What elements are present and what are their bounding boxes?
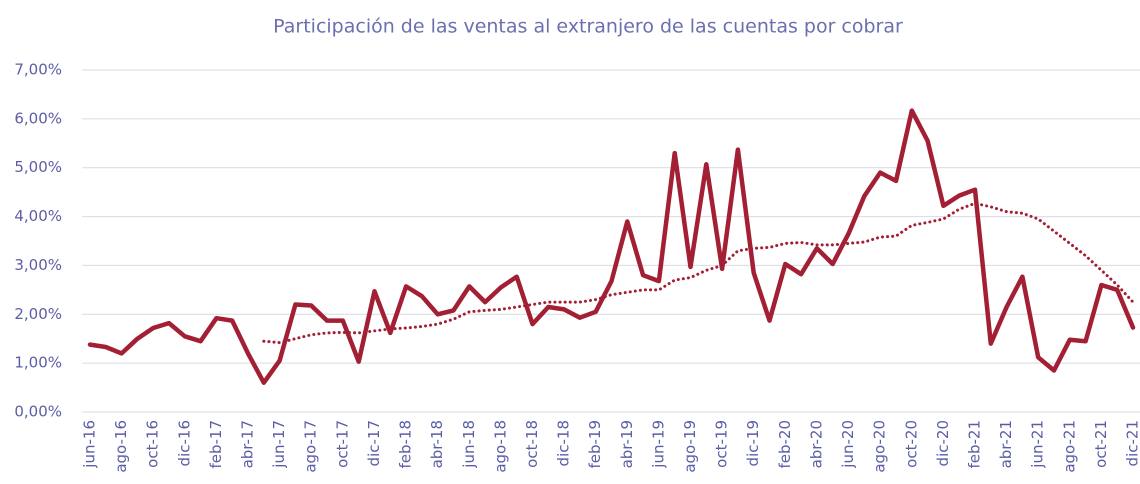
- y-tick-label: 0,00%: [14, 403, 62, 421]
- data-line: [87, 108, 1136, 385]
- x-tick-label: abr-21: [997, 420, 1015, 468]
- chart-title: Participación de las ventas al extranjer…: [273, 16, 903, 38]
- x-tick-label: dic-20: [934, 420, 952, 466]
- x-tick-label: abr-19: [618, 420, 636, 468]
- x-tick-label: oct-20: [902, 420, 920, 468]
- x-tick-label: dic-18: [555, 420, 573, 466]
- x-tick-label: abr-18: [428, 420, 446, 468]
- y-tick-label: 4,00%: [14, 207, 62, 225]
- x-tick-label: dic-19: [744, 420, 762, 466]
- x-tick-label: oct-18: [523, 420, 541, 468]
- y-tick-label: 3,00%: [14, 256, 62, 274]
- x-tick-label: feb-20: [776, 420, 794, 469]
- x-tick-label: oct-17: [333, 420, 351, 468]
- x-tick-label: jun-19: [649, 420, 667, 469]
- x-tick-label: feb-17: [207, 420, 225, 469]
- x-tick-label: dic-16: [175, 420, 193, 466]
- x-tick-label: ago-18: [491, 420, 509, 473]
- x-tick-label: feb-21: [965, 420, 983, 469]
- x-tick-label: jun-17: [270, 420, 288, 469]
- x-tick-label: ago-21: [1060, 420, 1078, 473]
- x-tick-label: abr-17: [239, 420, 257, 468]
- x-tick-label: jun-21: [1029, 420, 1047, 469]
- x-tick-label: oct-21: [1092, 420, 1110, 468]
- x-tick-label: jun-16: [81, 420, 99, 469]
- x-tick-label: oct-16: [144, 420, 162, 468]
- y-tick-label: 6,00%: [14, 109, 62, 127]
- y-tick-label: 2,00%: [14, 305, 62, 323]
- x-tick-label: jun-20: [839, 420, 857, 469]
- x-tick-label: feb-19: [586, 420, 604, 469]
- x-tick-label: jun-18: [460, 420, 478, 469]
- x-tick-label: ago-20: [871, 420, 889, 473]
- x-tick-label: ago-19: [681, 420, 699, 473]
- x-tick-label: abr-20: [807, 420, 825, 468]
- x-tick-label: ago-17: [302, 420, 320, 473]
- x-tick-label: dic-17: [365, 420, 383, 466]
- y-tick-label: 5,00%: [14, 158, 62, 176]
- y-tick-label: 7,00%: [14, 61, 62, 79]
- x-tick-label: feb-18: [397, 420, 415, 469]
- x-tick-label: dic-21: [1124, 420, 1140, 466]
- x-tick-label: ago-16: [112, 420, 130, 473]
- y-tick-label: 1,00%: [14, 354, 62, 372]
- trend-line: [262, 201, 1135, 345]
- x-tick-label: oct-19: [713, 420, 731, 468]
